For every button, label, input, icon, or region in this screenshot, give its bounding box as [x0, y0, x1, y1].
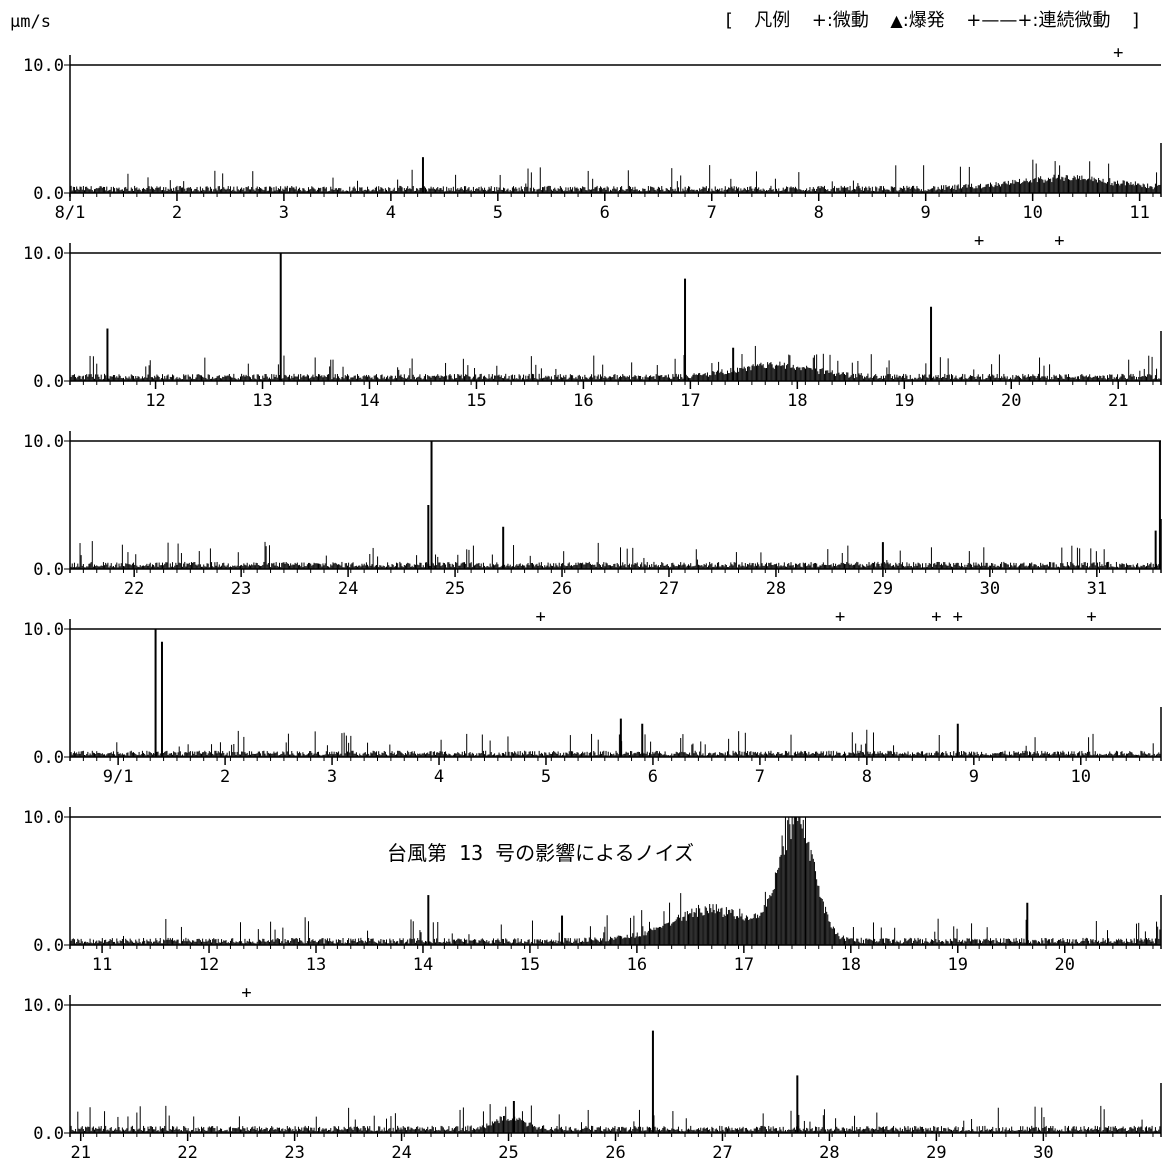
x-tick-label: 9/1	[103, 767, 134, 787]
x-tick-label: 9	[969, 767, 979, 787]
x-tick-label: 26	[552, 579, 572, 599]
x-tick-label: 27	[659, 579, 679, 599]
x-tick-label: 30	[980, 579, 1000, 599]
y-tick-label: 10.0	[23, 808, 64, 828]
x-tick-label: 14	[359, 391, 379, 411]
panel-3: 10.0 0.0 22 23 24 25 26 27 28 29 30 31	[23, 431, 1162, 599]
x-tick-label: 13	[306, 955, 326, 975]
x-tick-label: 31	[1087, 579, 1107, 599]
x-tick-label: 8	[814, 203, 824, 223]
tremor-mark: +	[931, 607, 941, 627]
x-tick-label: 2	[172, 203, 182, 223]
x-tick-label: 9	[921, 203, 931, 223]
x-tick-label: 2	[220, 767, 230, 787]
tremor-mark: +	[953, 607, 963, 627]
x-tick-label: 25	[445, 579, 465, 599]
panel-4: 10.0 0.0 9/1 2 3 4 5 6 7 8 9 10 + + + + +	[23, 607, 1162, 787]
panel-2: 10.0 0.0 12 13 14 15 16 17 18 19 20 21 + +	[23, 231, 1162, 411]
x-tick-label: 18	[841, 955, 861, 975]
x-tick-label: 7	[707, 203, 717, 223]
x-tick-label: 21	[1108, 391, 1128, 411]
x-tick-label: 8	[862, 767, 872, 787]
x-tick-label: 10	[1022, 203, 1042, 223]
x-tick-label: 15	[466, 391, 486, 411]
tremor-mark: +	[1113, 43, 1123, 63]
x-tick-label: 20	[1054, 955, 1074, 975]
y-tick-label: 10.0	[23, 432, 64, 452]
x-tick-label: 13	[252, 391, 272, 411]
x-tick-label: 19	[948, 955, 968, 975]
y-tick-label: 0.0	[33, 560, 64, 580]
x-tick-label: 10	[1071, 767, 1091, 787]
x-tick-label: 24	[338, 579, 358, 599]
x-tick-label: 16	[627, 955, 647, 975]
y-tick-label: 10.0	[23, 56, 64, 76]
x-tick-label: 6	[600, 203, 610, 223]
y-tick-label: 0.0	[33, 936, 64, 956]
tremor-mark: +	[1054, 231, 1064, 251]
x-tick-label: 16	[573, 391, 593, 411]
tremor-mark: +	[536, 607, 546, 627]
x-tick-label: 17	[734, 955, 754, 975]
x-tick-label: 4	[434, 767, 444, 787]
x-tick-label: 20	[1001, 391, 1021, 411]
y-tick-label: 0.0	[33, 372, 64, 392]
tremor-mark: +	[835, 607, 845, 627]
x-tick-label: 17	[680, 391, 700, 411]
x-tick-label: 5	[493, 203, 503, 223]
y-tick-label: 0.0	[33, 184, 64, 204]
tremor-mark: +	[974, 231, 984, 251]
x-tick-label: 23	[231, 579, 251, 599]
x-tick-label: 19	[894, 391, 914, 411]
x-tick-label: 3	[327, 767, 337, 787]
x-tick-label: 5	[541, 767, 551, 787]
x-tick-label: 12	[199, 955, 219, 975]
x-tick-label: 15	[520, 955, 540, 975]
x-tick-label: 4	[386, 203, 396, 223]
x-tick-label: 11	[1129, 203, 1149, 223]
x-tick-label: 12	[145, 391, 165, 411]
x-tick-label: 22	[124, 579, 144, 599]
x-tick-label: 14	[413, 955, 433, 975]
x-tick-label: 8/1	[55, 203, 86, 223]
y-tick-label: 10.0	[23, 620, 64, 640]
x-tick-label: 3	[279, 203, 289, 223]
panel-1: 10.0 0.08/1 2 3 4 5 6 7 8 9 10 11 +	[23, 43, 1162, 223]
y-tick-label: 10.0	[23, 244, 64, 264]
tremor-mark: +	[1086, 607, 1096, 627]
y-tick-label: 0.0	[33, 748, 64, 768]
x-tick-label: 29	[873, 579, 893, 599]
x-tick-label: 6	[648, 767, 658, 787]
x-tick-label: 7	[755, 767, 765, 787]
x-tick-label: 28	[766, 579, 786, 599]
x-tick-label: 18	[787, 391, 807, 411]
x-tick-label: 11	[92, 955, 112, 975]
